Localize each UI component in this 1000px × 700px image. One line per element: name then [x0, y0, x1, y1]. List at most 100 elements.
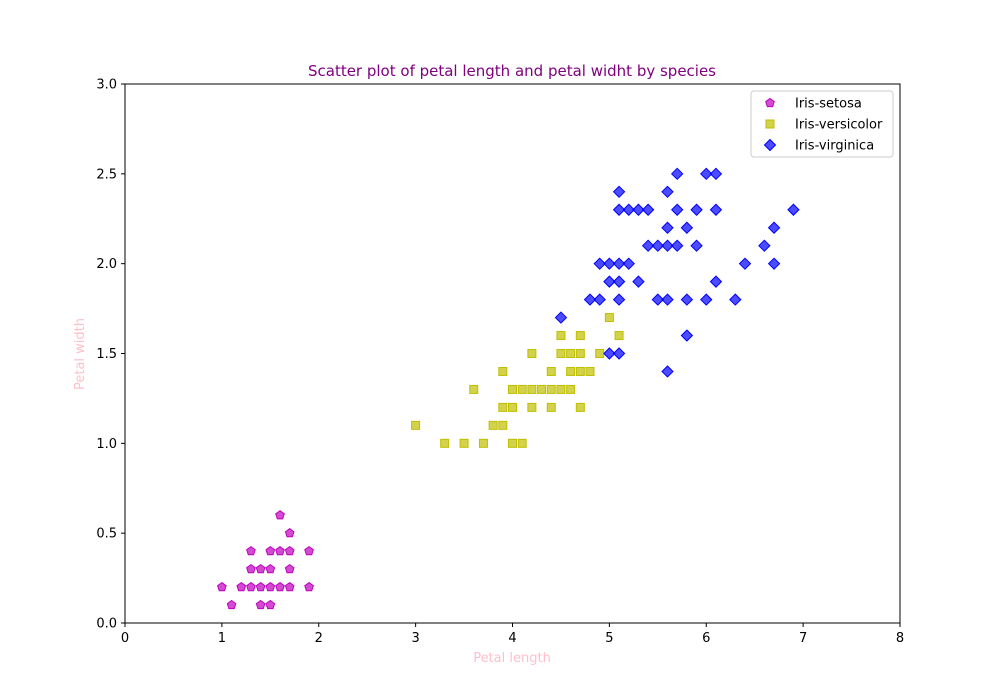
data-point-iris-versicolor	[566, 366, 576, 376]
data-point-iris-versicolor	[527, 384, 537, 394]
data-point-iris-virginica	[787, 203, 800, 216]
data-point-iris-versicolor	[595, 349, 605, 358]
data-point-iris-virginica	[670, 203, 684, 216]
y-axis: 0.0 0.5 1.0 1.5 2.0 2.5 3.0	[96, 78, 125, 632]
data-point-iris-versicolor	[498, 366, 508, 376]
data-point-iris-virginica	[612, 293, 626, 306]
data-point-iris-setosa	[265, 581, 276, 592]
data-point-iris-virginica	[554, 311, 568, 324]
data-point-iris-versicolor	[517, 384, 527, 394]
data-point-iris-setosa	[284, 546, 295, 556]
data-point-iris-virginica	[612, 185, 626, 199]
data-point-iris-virginica	[767, 221, 781, 234]
data-point-iris-versicolor	[498, 402, 508, 412]
y-tick-label: 3.0	[96, 78, 117, 93]
x-tick-label: 0	[121, 631, 129, 646]
data-point-iris-versicolor	[411, 420, 421, 430]
y-axis-title: Petal width	[73, 318, 88, 390]
data-point-iris-virginica	[593, 257, 606, 270]
data-point-iris-versicolor	[556, 349, 566, 358]
data-point-iris-virginica	[738, 257, 752, 270]
data-point-iris-versicolor	[508, 402, 517, 412]
data-point-iris-virginica	[651, 293, 665, 306]
data-point-iris-setosa	[284, 528, 295, 538]
data-point-iris-setosa	[275, 581, 285, 592]
legend-label: Iris-virginica	[795, 139, 874, 154]
data-point-iris-setosa	[284, 563, 295, 574]
data-point-iris-virginica	[709, 275, 723, 288]
y-tick-label: 1.5	[96, 347, 117, 362]
data-point-iris-setosa	[236, 581, 247, 592]
x-tick-label: 7	[799, 631, 807, 646]
data-point-iris-versicolor	[604, 313, 614, 323]
data-point-iris-virginica	[661, 293, 674, 306]
data-point-iris-versicolor	[478, 438, 488, 448]
data-point-iris-virginica	[661, 221, 674, 234]
data-point-iris-setosa	[304, 546, 314, 556]
data-point-iris-versicolor	[556, 331, 566, 341]
data-point-iris-setosa	[275, 510, 285, 520]
data-point-iris-setosa	[226, 599, 237, 610]
data-point-iris-virginica	[632, 203, 645, 216]
data-point-iris-virginica	[612, 257, 626, 270]
data-point-iris-virginica	[709, 203, 723, 216]
data-point-iris-virginica	[680, 329, 694, 342]
data-point-iris-versicolor	[488, 420, 498, 430]
data-point-iris-virginica	[758, 239, 771, 252]
data-point-iris-versicolor	[566, 349, 576, 358]
data-point-iris-virginica	[700, 293, 713, 306]
data-point-iris-versicolor	[575, 349, 585, 358]
data-point-iris-setosa	[265, 599, 276, 610]
data-point-iris-setosa	[217, 581, 227, 592]
x-tick-label: 5	[605, 631, 613, 646]
legend-marker	[765, 119, 775, 129]
chart-title: Scatter plot of petal length and petal w…	[308, 62, 716, 80]
y-tick-label: 1.0	[96, 437, 117, 452]
data-point-iris-versicolor	[575, 366, 585, 376]
y-tick-label: 2.0	[96, 257, 117, 272]
data-point-iris-virginica	[622, 257, 635, 270]
data-point-iris-versicolor	[508, 384, 517, 394]
x-axis-title: Petal length	[473, 651, 551, 666]
plot-area	[124, 83, 901, 624]
data-point-iris-virginica	[603, 347, 616, 360]
data-point-iris-virginica	[661, 365, 674, 378]
data-point-iris-setosa	[284, 581, 295, 592]
legend-marker	[763, 138, 777, 152]
data-point-iris-virginica	[729, 293, 742, 306]
data-point-iris-setosa	[304, 581, 314, 592]
data-point-iris-virginica	[651, 239, 665, 252]
data-point-iris-versicolor	[556, 384, 566, 394]
data-point-iris-setosa	[265, 563, 276, 574]
legend-box	[750, 90, 894, 158]
data-point-iris-virginica	[690, 239, 703, 252]
x-tick-label: 4	[508, 631, 516, 646]
data-point-iris-versicolor	[508, 438, 517, 448]
data-point-iris-versicolor	[459, 438, 469, 448]
data-point-iris-virginica	[680, 293, 694, 306]
data-point-iris-virginica	[690, 203, 703, 216]
data-point-iris-setosa	[275, 546, 285, 556]
data-point-iris-versicolor	[546, 384, 556, 394]
data-point-iris-versicolor	[498, 420, 508, 430]
data-point-iris-versicolor	[546, 402, 556, 412]
data-point-iris-virginica	[661, 239, 674, 252]
data-point-iris-setosa	[246, 546, 256, 556]
data-point-iris-versicolor	[566, 384, 576, 394]
legend-marker	[765, 97, 775, 108]
data-point-iris-versicolor	[546, 366, 556, 376]
data-point-iris-versicolor	[527, 402, 537, 412]
y-tick-label: 0.0	[96, 617, 117, 632]
data-point-iris-versicolor	[614, 331, 624, 341]
data-point-iris-virginica	[583, 293, 597, 306]
x-tick-label: 3	[411, 631, 419, 646]
data-point-iris-virginica	[603, 257, 616, 270]
data-point-iris-virginica	[593, 293, 606, 306]
data-point-iris-virginica	[700, 167, 713, 181]
data-point-iris-virginica	[612, 203, 626, 216]
y-tick-label: 2.5	[96, 167, 117, 182]
data-point-iris-virginica	[709, 167, 723, 181]
y-tick-label: 0.5	[96, 527, 117, 542]
data-point-iris-virginica	[632, 275, 645, 288]
